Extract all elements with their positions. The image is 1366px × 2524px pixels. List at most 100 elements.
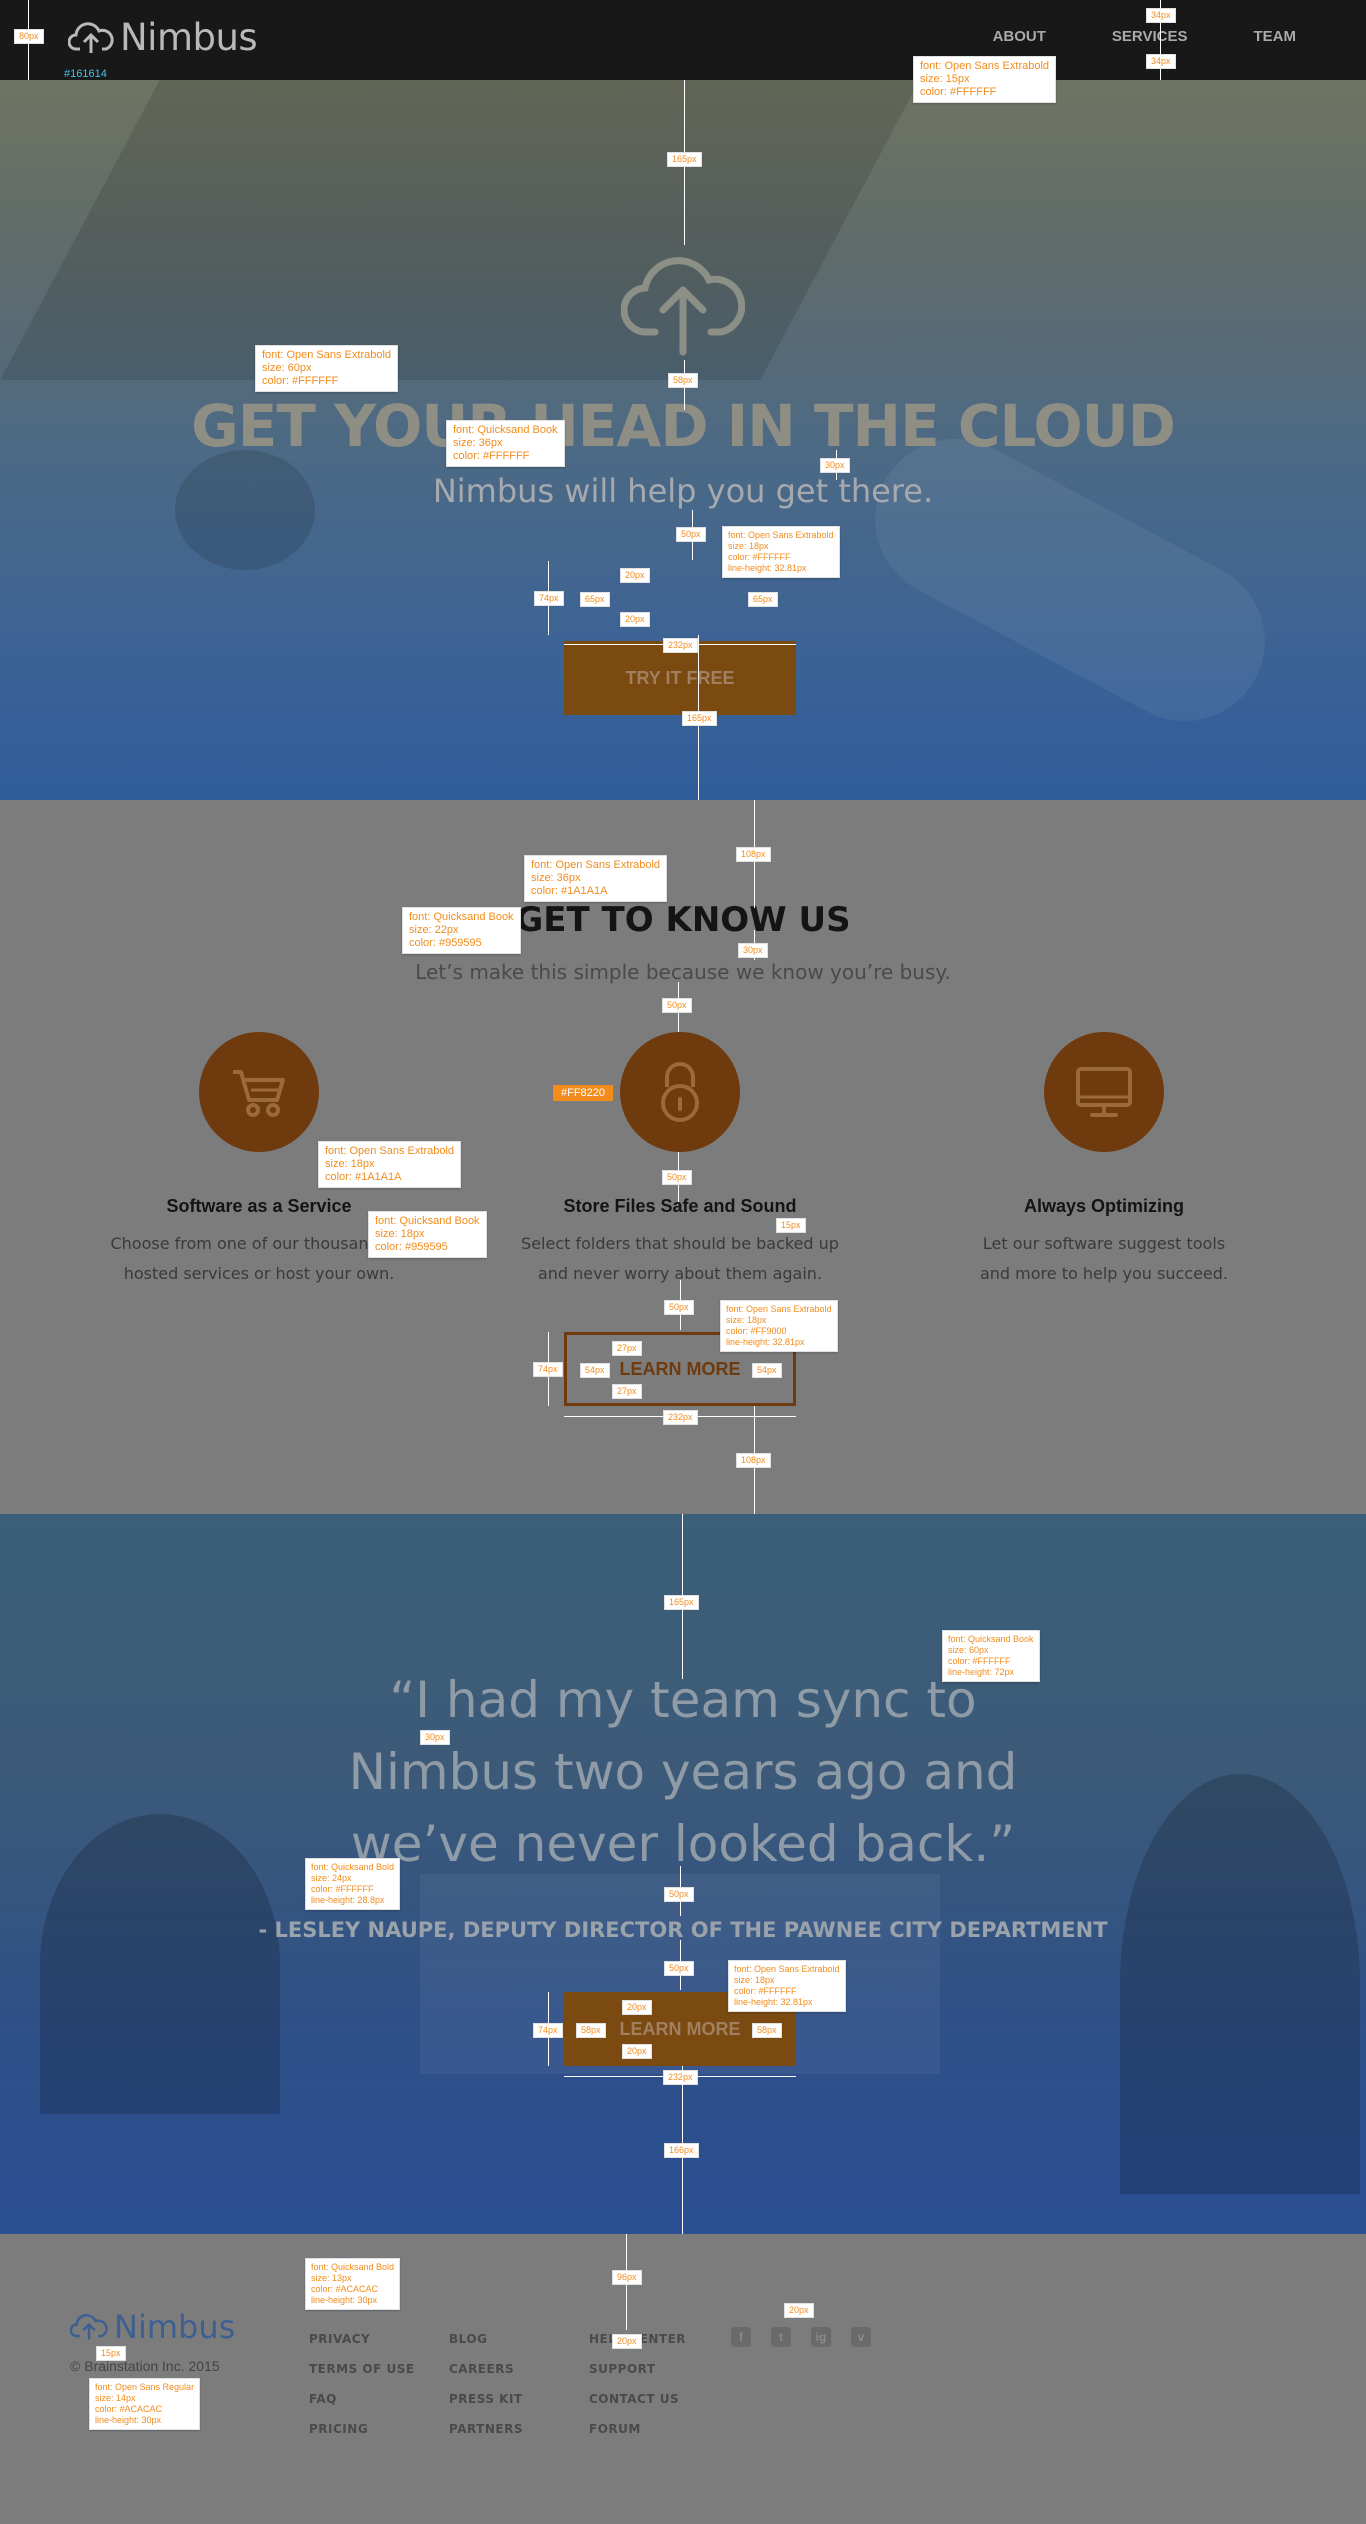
spec-hero-title: font: Open Sans Extrabold size: 60px col… [255, 345, 399, 392]
footer-link[interactable]: TERMS OF USE [309, 2362, 415, 2376]
feature-optimizing: Always Optimizing Let our software sugge… [934, 1032, 1274, 1289]
spec-testi-bottom: 166px [664, 2143, 699, 2158]
footer-link[interactable]: PRICING [309, 2422, 369, 2436]
spec-feature-text: font: Quicksand Book size: 18px color: #… [368, 1211, 487, 1258]
footer-link[interactable]: PRIVACY [309, 2332, 371, 2346]
spec-outline-width: 232px [663, 1410, 698, 1425]
nav-link-about[interactable]: ABOUT [992, 28, 1046, 45]
feature-text: Choose from one of our thousands of host… [89, 1229, 429, 1289]
spec-nav-bottom: 34px [1146, 54, 1176, 69]
spec-testi-pad-left: 58px [576, 2023, 606, 2038]
footer-logo[interactable]: Nimbus [70, 2308, 235, 2346]
feature-circle [620, 1032, 740, 1152]
spec-feature-gap: 15px [776, 1218, 806, 1233]
nav-link-team[interactable]: TEAM [1253, 28, 1297, 45]
spec-about-bottom: 108px [736, 1453, 771, 1468]
feature-text-line: and never worry about them again. [537, 1264, 823, 1283]
feature-store-files: Store Files Safe and Sound Select folder… [510, 1032, 850, 1289]
footer-link[interactable]: CAREERS [449, 2362, 515, 2376]
spec-testi-btn-height: 74px [533, 2023, 563, 2038]
nav-links: ABOUT SERVICES TEAM [993, 28, 1296, 45]
spec-nav-height: 80px [14, 29, 44, 44]
spec-footer-top: 96px [612, 2270, 642, 2285]
spec-btn-font: font: Open Sans Extrabold size: 18px col… [722, 526, 840, 578]
testimonial-attribution: - LESLEY NAUPE, DEPUTY DIRECTOR OF THE P… [258, 1918, 1108, 1942]
hero-section: GET YOUR HEAD IN THE CLOUD Nimbus will h… [0, 80, 1366, 800]
try-it-free-button[interactable]: TRY IT FREE [564, 641, 796, 715]
footer-link[interactable]: PARTNERS [449, 2422, 523, 2436]
hero-bg-apple [175, 450, 315, 570]
quote-line: Nimbus two years ago and [348, 1743, 1018, 1801]
footer-logo-text: Nimbus [114, 2308, 236, 2346]
hero-bg-mouse [847, 410, 1293, 750]
feature-circle [1044, 1032, 1164, 1152]
cloud-upload-icon [70, 2313, 108, 2340]
nav-link-services[interactable]: SERVICES [1111, 28, 1188, 45]
cloud-upload-icon [620, 240, 746, 362]
twitter-icon[interactable]: t [771, 2327, 791, 2347]
feature-text-line: Let our software suggest tools [982, 1234, 1226, 1253]
instagram-icon[interactable]: ig [811, 2327, 831, 2347]
cloud-upload-icon [68, 21, 114, 53]
cart-icon [233, 1070, 285, 1117]
spec-outline-pad-left: 54px [580, 1363, 610, 1378]
footer-link[interactable]: FORUM [589, 2422, 641, 2436]
spec-outline-height: 74px [533, 1362, 563, 1377]
hero-title: GET YOUR HEAD IN THE CLOUD [191, 392, 1176, 460]
feature-title: Store Files Safe and Sound [563, 1196, 797, 1216]
spec-circle-gap: 50px [662, 1170, 692, 1185]
spec-quote-side: 30px [420, 1730, 450, 1745]
spec-btn-width: 232px [663, 638, 698, 653]
testimonial-bg-person-right [1120, 1774, 1360, 2194]
spec-outline-pad-top: 27px [612, 1341, 642, 1356]
feature-text-line: Select folders that should be backed up [521, 1234, 839, 1253]
spec-testi-pad-right: 58px [752, 2023, 782, 2038]
spec-title-gap: 30px [820, 458, 850, 473]
lock-icon [661, 1062, 699, 1122]
testimonial-quote: “I had my team sync to Nimbus two years … [283, 1664, 1083, 1880]
spec-about-sub: font: Quicksand Book size: 22px color: #… [402, 907, 521, 954]
footer-link[interactable]: SUPPORT [589, 2362, 656, 2376]
footer-col-legal: PRIVACY TERMS OF USE FAQ PRICING [309, 2324, 415, 2444]
spec-btn-pad-top: 20px [620, 568, 650, 583]
spec-about-sub-gap: 50px [662, 998, 692, 1013]
hero-subtitle: Nimbus will help you get there. [432, 472, 934, 510]
hero-bg-laptop [0, 80, 920, 380]
spec-hero-sub: font: Quicksand Book size: 36px color: #… [446, 420, 565, 467]
spec-btn-pad-bottom: 20px [620, 612, 650, 627]
about-title: GET TO KNOW US [515, 900, 851, 940]
spec-accent-swatch: #FF8220 [553, 1085, 614, 1101]
monitor-icon [1076, 1067, 1132, 1117]
spec-btn-height: 74px [534, 591, 564, 606]
footer-link[interactable]: BLOG [449, 2332, 488, 2346]
vimeo-icon[interactable]: v [851, 2327, 871, 2347]
spec-quote-gap: 50px [664, 1887, 694, 1902]
nav-color-label: #161614 [64, 68, 107, 80]
spec-testi-btn-font: font: Open Sans Extrabold size: 18px col… [728, 1960, 846, 2012]
spec-about-top: 108px [736, 847, 771, 862]
spec-btn-pad-right: 65px [748, 592, 778, 607]
footer: Nimbus © Brainstation Inc. 2015 PRIVACY … [0, 2234, 1366, 2524]
facebook-icon[interactable]: f [731, 2327, 751, 2347]
spec-feature-btn-gap: 50px [664, 1300, 694, 1315]
top-nav: Nimbus #161614 ABOUT SERVICES TEAM [0, 0, 1366, 80]
quote-line: we’ve never looked back.” [350, 1815, 1016, 1873]
spec-logo-gap: 15px [96, 2346, 126, 2361]
spec-outline-font: font: Open Sans Extrabold size: 18px col… [720, 1300, 838, 1352]
feature-title: Software as a Service [166, 1196, 352, 1216]
learn-more-outline-button[interactable]: LEARN MORE [564, 1332, 796, 1406]
footer-link[interactable]: PRESS KIT [449, 2392, 523, 2406]
spec-attr-gap: 50px [664, 1961, 694, 1976]
spec-about-title: font: Open Sans Extrabold size: 36px col… [524, 855, 668, 902]
spec-copyright-font: font: Open Sans Regular size: 14px color… [89, 2378, 201, 2430]
nav-logo[interactable]: Nimbus [68, 16, 258, 59]
feature-text-line: and more to help you succeed. [979, 1264, 1229, 1283]
footer-link[interactable]: CONTACT US [589, 2392, 680, 2406]
copyright: © Brainstation Inc. 2015 [70, 2358, 220, 2374]
spec-nav-link: font: Open Sans Extrabold size: 15px col… [913, 56, 1057, 103]
footer-link[interactable]: FAQ [309, 2392, 337, 2406]
spec-hero-top: 165px [667, 152, 702, 167]
spec-outline-pad-right: 54px [752, 1363, 782, 1378]
about-section: GET TO KNOW US Let’s make this simple be… [0, 800, 1366, 1514]
feature-text: Let our software suggest tools and more … [934, 1229, 1274, 1289]
